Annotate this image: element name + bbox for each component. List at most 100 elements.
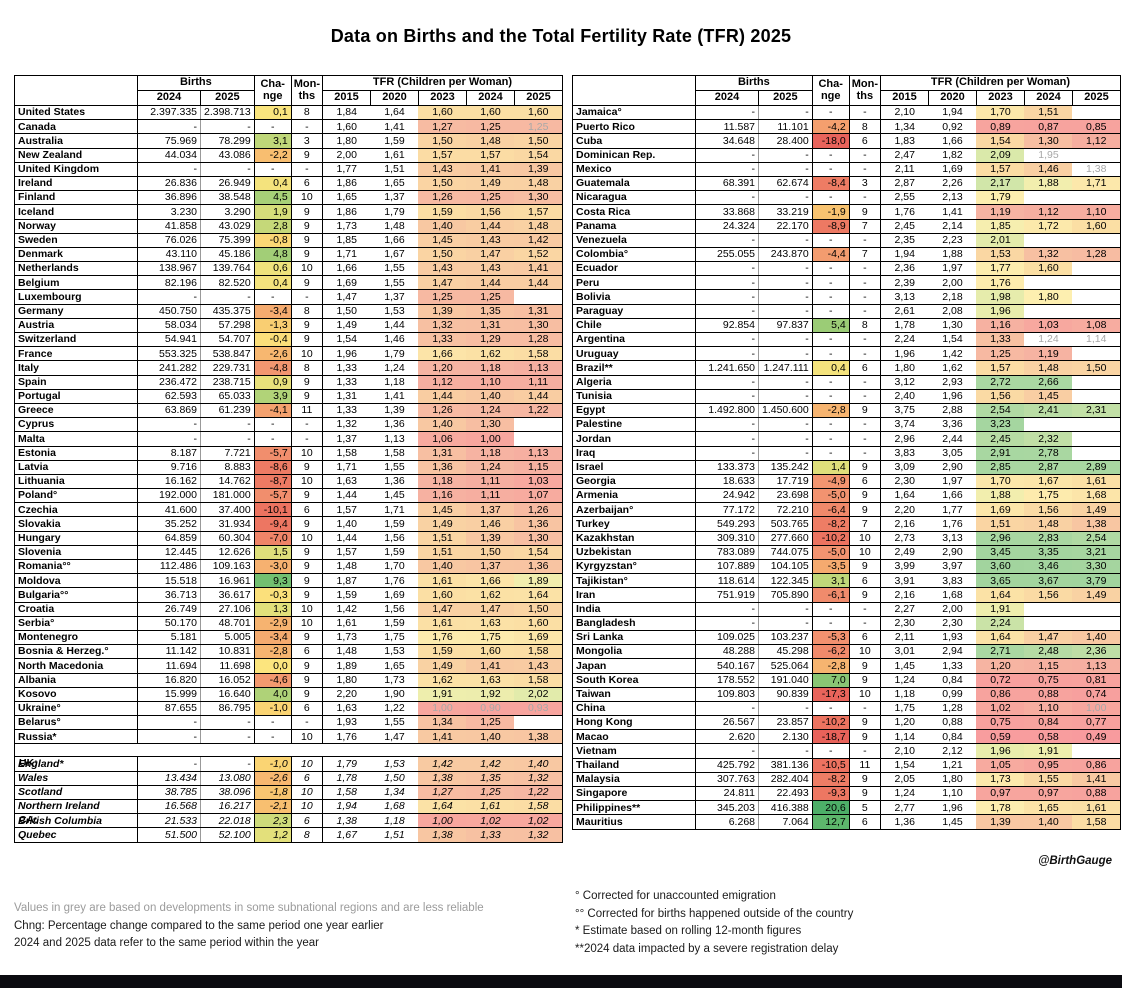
tfr-2015-cell: 2,30 bbox=[880, 615, 929, 631]
table-row: Hungary 64.859 60.304 -7,0 10 1,44 1,56 1,51 1,3… bbox=[14, 530, 563, 546]
change-cell: -0,4 bbox=[254, 331, 292, 348]
months-cell: 9 bbox=[291, 374, 323, 390]
tfr-2020-cell: 3,83 bbox=[928, 573, 977, 589]
tfr-2025-cell: 1,61 bbox=[1072, 473, 1121, 490]
tfr-2024-cell: 1,43 bbox=[466, 232, 515, 248]
tfr-2023-cell: 1,85 bbox=[976, 218, 1025, 234]
country-cell: Japan bbox=[572, 658, 696, 674]
table-row: Northern Ireland 16.568 16.217 -2,1 10 1,94 1,… bbox=[14, 798, 563, 815]
change-cell: 4,8 bbox=[254, 246, 292, 263]
tfr-2020-cell: 1,66 bbox=[928, 488, 977, 504]
change-cell: -4,9 bbox=[812, 473, 850, 490]
months-cell: 9 bbox=[291, 629, 323, 646]
births-2024-cell: - bbox=[695, 601, 759, 617]
change-cell: 9,3 bbox=[254, 573, 292, 589]
tfr-2020-cell: 1,47 bbox=[370, 729, 419, 745]
months-cell: 10 bbox=[291, 798, 323, 815]
tfr-2023-cell: 1,50 bbox=[418, 246, 467, 263]
tfr-2020-cell: 1,37 bbox=[370, 289, 419, 305]
country-cell: Panama bbox=[572, 218, 696, 234]
change-cell: - bbox=[254, 289, 292, 305]
tfr-2024-cell: 1,40 bbox=[466, 388, 515, 404]
months-cell: 9 bbox=[291, 459, 323, 475]
change-cell: 4,0 bbox=[254, 686, 292, 702]
country-name: New Zealand bbox=[18, 148, 83, 161]
country-cell: Algeria bbox=[572, 374, 696, 390]
tfr-2020-cell: 1,56 bbox=[370, 530, 419, 546]
months-cell: 9 bbox=[291, 317, 323, 334]
country-name: Australia bbox=[18, 134, 63, 147]
table-row: Croatia 26.749 27.106 1,3 10 1,42 1,56 1,47 1,47… bbox=[14, 601, 563, 617]
country-name: Peru bbox=[576, 276, 600, 289]
births-2024-cell: 26.567 bbox=[695, 715, 759, 731]
tfr-2023-cell: 1,06 bbox=[418, 431, 467, 447]
tfr-2015-cell: 1,67 bbox=[322, 827, 371, 843]
country-cell: Peru bbox=[572, 275, 696, 291]
births-2024-cell: - bbox=[695, 261, 759, 277]
tfr-2023-cell: 1,26 bbox=[418, 402, 467, 419]
table-row: Switzerland 54.941 54.707 -0,4 9 1,54 1,46 1,33… bbox=[14, 331, 563, 348]
tfr-2024-cell: 1,56 bbox=[1024, 502, 1073, 518]
tfr-2023-cell: 0,59 bbox=[976, 729, 1025, 745]
tfr-year-header: 2015 bbox=[321, 90, 371, 106]
births-2025-cell: 28.400 bbox=[758, 133, 813, 149]
change-cell: - bbox=[812, 743, 850, 759]
tfr-2024-cell: 0,97 bbox=[1024, 785, 1073, 802]
tfr-2023-cell: 1,39 bbox=[418, 303, 467, 319]
country-cell: Poland° bbox=[14, 488, 138, 504]
tfr-2020-cell: 1,76 bbox=[928, 516, 977, 532]
table-row: Wales 13.434 13.080 -2,6 6 1,78 1,50 1,38 1,35 1,… bbox=[14, 770, 563, 786]
tfr-2020-cell: 0,92 bbox=[928, 119, 977, 135]
tfr-2015-cell: 3,01 bbox=[880, 644, 929, 660]
tfr-2025-cell: 1,54 bbox=[514, 147, 563, 163]
tfr-2024-cell: 1,37 bbox=[466, 558, 515, 575]
tfr-2025-cell: 1,58 bbox=[514, 672, 563, 688]
country-name: Albania bbox=[18, 673, 56, 686]
tfr-2015-cell: 2,40 bbox=[880, 388, 929, 404]
table-row: Italy 241.282 229.731 -4,8 8 1,33 1,24 1,20 1,18… bbox=[14, 360, 563, 376]
tfr-2015-cell: 1,75 bbox=[880, 700, 929, 717]
births-2025-cell: - bbox=[758, 261, 813, 277]
tfr-2020-cell: 1,59 bbox=[370, 615, 419, 631]
change-cell: -2,6 bbox=[254, 346, 292, 362]
change-cell: -5,3 bbox=[812, 629, 850, 646]
months-cell: 9 bbox=[291, 516, 323, 532]
tfr-2015-cell: 1,66 bbox=[322, 261, 371, 277]
tfr-2025-cell: 1,50 bbox=[514, 601, 563, 617]
region-prefix: CA: bbox=[19, 814, 38, 827]
country-cell: Finland bbox=[14, 190, 138, 206]
births-2024-cell: - bbox=[137, 161, 201, 177]
tfr-2024-cell: 1,51 bbox=[1024, 104, 1073, 121]
months-cell: - bbox=[849, 346, 881, 362]
change-cell: 1,4 bbox=[812, 459, 850, 475]
births-2024-cell: 62.593 bbox=[137, 388, 201, 404]
country-cell: Paraguay bbox=[572, 303, 696, 319]
country-cell: Wales bbox=[14, 770, 138, 786]
table-row: Romania°° 112.486 109.163 -3,0 9 1,48 1,70 1,40… bbox=[14, 558, 563, 575]
tfr-2025-cell: 1,15 bbox=[514, 459, 563, 475]
months-cell: 10 bbox=[849, 530, 881, 546]
country-cell: Albania bbox=[14, 672, 138, 688]
tfr-2020-cell: 1,97 bbox=[928, 261, 977, 277]
country-name: France bbox=[18, 347, 53, 360]
births-2025-cell: 122.345 bbox=[758, 573, 813, 589]
tfr-2015-cell: 1,58 bbox=[322, 445, 371, 461]
tfr-2025-cell: 1,38 bbox=[1072, 516, 1121, 532]
tfr-2020-cell: 1,50 bbox=[370, 770, 419, 786]
tfr-2023-cell: 1,00 bbox=[418, 813, 467, 829]
country-name: Azerbaijan° bbox=[576, 503, 634, 516]
tfr-2024-cell: 1,72 bbox=[1024, 218, 1073, 234]
footnote-emigration: ° Corrected for unaccounted emigration bbox=[575, 890, 776, 902]
tfr-2023-cell: 1,45 bbox=[418, 502, 467, 518]
country-name: Belgium bbox=[18, 276, 60, 289]
change-cell: 0,4 bbox=[812, 360, 850, 376]
table-row: Kyrgyzstan° 107.889 104.105 -3,5 9 3,99 3,97 3,… bbox=[572, 558, 1121, 575]
change-cell: 0,4 bbox=[254, 175, 292, 192]
table-row: Kazakhstan 309.310 277.660 -10,2 10 2,73 3,13 2… bbox=[572, 530, 1121, 546]
table-row: Mexico - - - -2,11 1,69 1,57 1,46 1,38 bbox=[572, 161, 1121, 177]
births-2024-cell: 54.941 bbox=[137, 331, 201, 348]
tfr-year-header: 2024 bbox=[1023, 90, 1073, 106]
months-cell: 7 bbox=[849, 218, 881, 234]
months-cell: - bbox=[291, 715, 323, 731]
tfr-2024-cell: 1,66 bbox=[466, 573, 515, 589]
